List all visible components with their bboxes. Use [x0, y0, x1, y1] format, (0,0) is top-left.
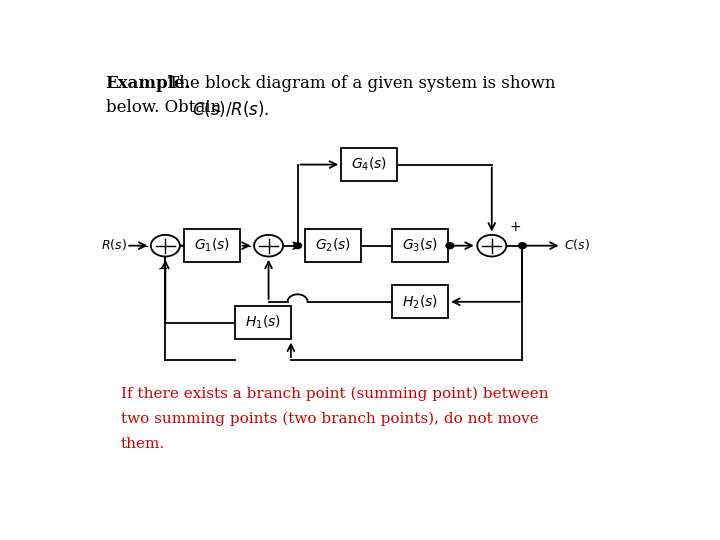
Text: Example.: Example. [106, 75, 191, 92]
Circle shape [446, 243, 454, 248]
Text: two summing points (two branch points), do not move: two summing points (two branch points), … [121, 412, 539, 427]
Circle shape [254, 235, 283, 256]
Circle shape [477, 235, 506, 256]
Text: $R(s)$: $R(s)$ [101, 238, 127, 252]
FancyBboxPatch shape [305, 229, 361, 262]
Text: The block diagram of a given system is shown: The block diagram of a given system is s… [163, 75, 555, 92]
Circle shape [518, 243, 526, 248]
Text: $-$: $-$ [241, 240, 253, 253]
Text: If there exists a branch point (summing point) between: If there exists a branch point (summing … [121, 387, 549, 401]
FancyBboxPatch shape [392, 229, 449, 262]
Text: $C(s)$: $C(s)$ [564, 238, 590, 252]
Circle shape [150, 235, 180, 256]
Circle shape [294, 243, 302, 248]
Text: them.: them. [121, 437, 165, 451]
Text: below. Obtain: below. Obtain [106, 99, 226, 116]
Text: $G_1(s)$: $G_1(s)$ [194, 237, 230, 254]
FancyBboxPatch shape [392, 285, 449, 319]
Text: $H_2(s)$: $H_2(s)$ [402, 293, 438, 310]
Text: $C(s)/R(s)$.: $C(s)/R(s)$. [192, 99, 270, 119]
FancyBboxPatch shape [341, 148, 397, 181]
Text: $-$: $-$ [157, 261, 168, 274]
Text: $G_2(s)$: $G_2(s)$ [315, 237, 351, 254]
Text: $G_3(s)$: $G_3(s)$ [402, 237, 438, 254]
Text: $H_1(s)$: $H_1(s)$ [245, 314, 281, 332]
FancyBboxPatch shape [235, 306, 291, 339]
Text: $-$: $-$ [138, 240, 149, 253]
FancyBboxPatch shape [184, 229, 240, 262]
Text: $G_4(s)$: $G_4(s)$ [351, 156, 387, 173]
Text: $+$: $+$ [509, 220, 521, 234]
